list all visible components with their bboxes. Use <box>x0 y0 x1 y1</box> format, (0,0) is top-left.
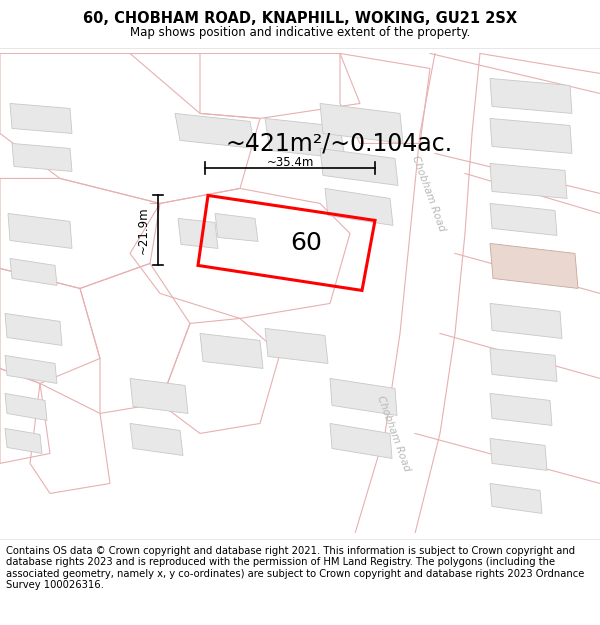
Polygon shape <box>215 213 258 241</box>
Polygon shape <box>10 259 57 286</box>
Polygon shape <box>265 119 345 158</box>
Text: ~21.9m: ~21.9m <box>137 207 150 254</box>
Text: Map shows position and indicative extent of the property.: Map shows position and indicative extent… <box>130 26 470 39</box>
Text: Chobham Road: Chobham Road <box>410 154 446 232</box>
Polygon shape <box>330 378 397 416</box>
Polygon shape <box>490 163 567 199</box>
Polygon shape <box>490 204 557 236</box>
Text: 60: 60 <box>290 231 322 255</box>
Polygon shape <box>490 394 552 426</box>
Polygon shape <box>490 243 578 289</box>
Polygon shape <box>265 329 328 363</box>
Polygon shape <box>5 314 62 346</box>
Polygon shape <box>200 334 263 368</box>
Polygon shape <box>330 424 392 459</box>
Polygon shape <box>5 429 42 454</box>
Polygon shape <box>5 394 47 421</box>
Polygon shape <box>320 148 398 186</box>
Text: Contains OS data © Crown copyright and database right 2021. This information is : Contains OS data © Crown copyright and d… <box>6 546 584 591</box>
Polygon shape <box>12 143 72 171</box>
Text: ~421m²/~0.104ac.: ~421m²/~0.104ac. <box>225 131 452 156</box>
Polygon shape <box>490 78 572 114</box>
Polygon shape <box>490 303 562 339</box>
Polygon shape <box>130 378 188 414</box>
Polygon shape <box>8 213 72 248</box>
Polygon shape <box>320 103 403 143</box>
Polygon shape <box>490 119 572 153</box>
Text: 60, CHOBHAM ROAD, KNAPHILL, WOKING, GU21 2SX: 60, CHOBHAM ROAD, KNAPHILL, WOKING, GU21… <box>83 11 517 26</box>
Text: Chobham Road: Chobham Road <box>374 394 412 472</box>
Polygon shape <box>490 484 542 514</box>
Polygon shape <box>325 189 393 226</box>
Polygon shape <box>175 114 255 148</box>
Polygon shape <box>178 218 218 248</box>
Polygon shape <box>490 439 547 471</box>
Polygon shape <box>130 424 183 456</box>
Polygon shape <box>10 103 72 133</box>
Text: ~35.4m: ~35.4m <box>266 156 314 169</box>
Polygon shape <box>5 356 57 383</box>
Polygon shape <box>490 349 557 381</box>
